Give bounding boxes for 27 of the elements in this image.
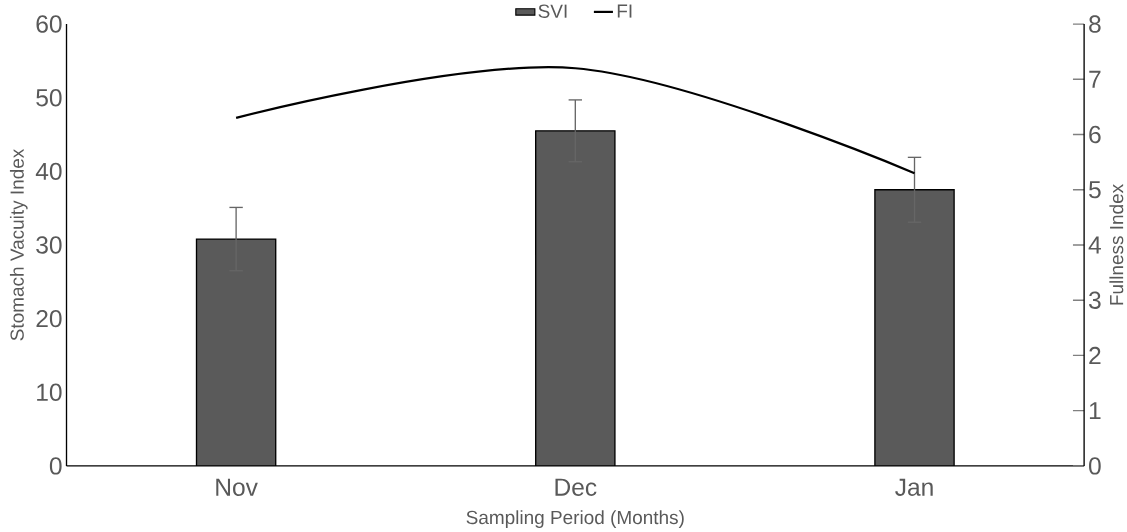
x-tick-label: Dec xyxy=(555,478,597,497)
x-tick-label: Jan xyxy=(895,478,933,497)
y-tick-label: 40 xyxy=(35,162,62,181)
y-tick-label: 30 xyxy=(36,236,62,254)
y-tick-label: 60 xyxy=(36,15,62,33)
y2-axis-title: Fullness Index xyxy=(1109,184,1124,305)
y-axis-title: Stomach Vacuity Index xyxy=(9,149,28,341)
bar xyxy=(535,131,615,467)
y2-tick-label: 3 xyxy=(1088,291,1101,310)
y-tick-label: 0 xyxy=(49,457,62,475)
y-tick-label: 10 xyxy=(37,383,62,402)
y2-tick-label: 1 xyxy=(1089,402,1101,420)
bar xyxy=(874,189,955,467)
y2-tick-label: 0 xyxy=(1089,457,1101,475)
x-tick-label: Nov xyxy=(216,478,258,497)
y2-tick-label: 4 xyxy=(1088,236,1101,254)
y2-tick-label: 7 xyxy=(1089,71,1101,88)
legend-label: FI xyxy=(617,4,632,18)
bar xyxy=(196,239,276,467)
y2-tick-label: 8 xyxy=(1089,15,1101,33)
y2-tick-label: 6 xyxy=(1089,125,1101,144)
x-axis-title: Sampling Period (Months) xyxy=(466,510,684,529)
y-tick-label: 50 xyxy=(36,89,62,107)
y2-tick-label: 2 xyxy=(1089,347,1101,365)
legend-label: SVI xyxy=(538,4,567,19)
y2-tick-label: 5 xyxy=(1089,181,1101,199)
y-tick-label: 20 xyxy=(36,310,62,328)
